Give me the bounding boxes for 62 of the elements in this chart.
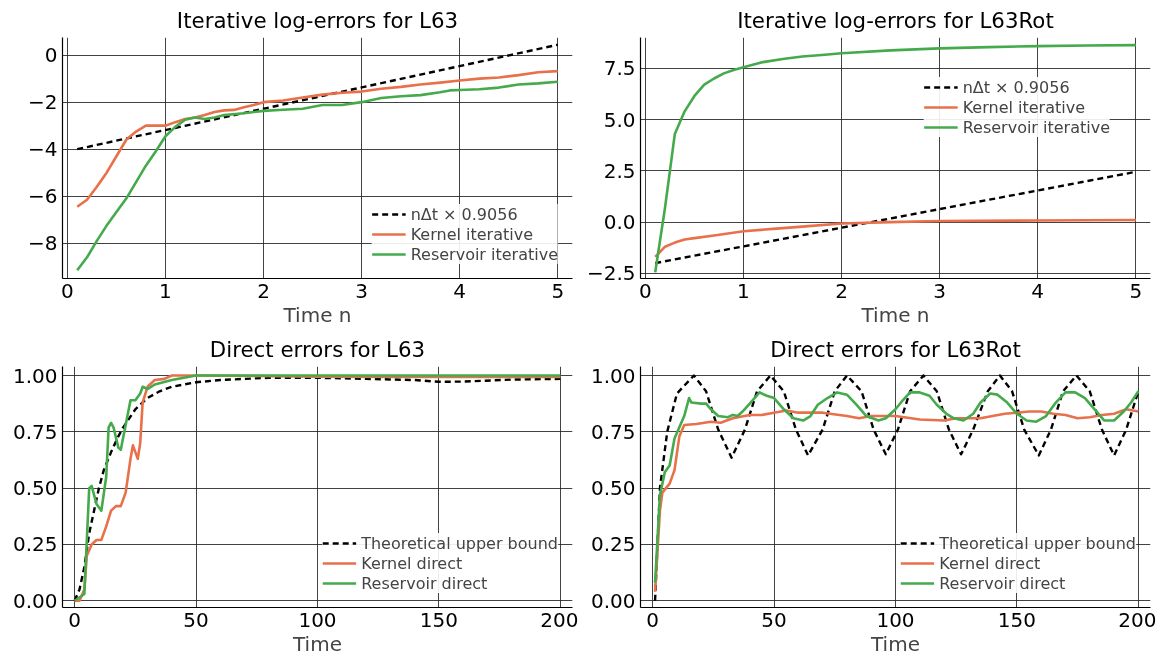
- x-axis-title: Time: [870, 631, 920, 656]
- y-tick-label: −2: [28, 90, 58, 115]
- x-tick-label: 3: [933, 278, 947, 303]
- x-tick-label: 0: [61, 278, 74, 303]
- legend-label: nΔt × 0.9056: [962, 77, 1070, 97]
- y-tick-label: 1.00: [590, 363, 636, 388]
- y-tick-label: 0.00: [12, 588, 58, 613]
- y-tick-label: 0.75: [590, 419, 636, 444]
- x-axis-title: Time n: [860, 302, 930, 327]
- chart-title: Direct errors for L63: [209, 336, 426, 362]
- chart-title: Direct errors for L63Rot: [770, 336, 1021, 362]
- x-tick-label: 5: [551, 278, 565, 303]
- legend-label: nΔt × 0.9056: [410, 204, 518, 224]
- legend-label: Kernel direct: [361, 553, 463, 573]
- y-tick-label: 5.0: [603, 107, 636, 132]
- legend-label: Reservoir iterative: [962, 117, 1110, 137]
- x-tick-label: 0: [68, 607, 82, 632]
- x-tick-label: 200: [1118, 607, 1157, 632]
- y-tick-label: 2.5: [603, 158, 636, 183]
- x-axis-title: Time n: [282, 302, 352, 327]
- x-tick-label: 2: [257, 278, 270, 303]
- legend-label: Kernel iterative: [962, 97, 1085, 117]
- legend-label: Reservoir direct: [939, 573, 1066, 593]
- y-tick-label: 0: [44, 43, 58, 68]
- x-tick-label: 5: [1129, 278, 1143, 303]
- x-tick-label: 100: [298, 607, 337, 632]
- legend-label: Reservoir iterative: [410, 244, 558, 264]
- y-tick-label: 0.0: [603, 210, 636, 235]
- chart-title: Iterative log-errors for L63Rot: [737, 7, 1054, 33]
- x-tick-label: 150: [419, 607, 459, 632]
- y-tick-label: 1.00: [12, 363, 58, 388]
- x-axis-title: Time: [292, 631, 342, 656]
- y-tick-label: 0.25: [12, 532, 58, 557]
- chart-title: Iterative log-errors for L63: [176, 7, 459, 33]
- y-tick-label: 0.50: [590, 476, 636, 501]
- y-tick-label: 0.50: [12, 476, 58, 501]
- legend-label: Reservoir direct: [361, 573, 488, 593]
- y-tick-label: 7.5: [603, 56, 636, 81]
- y-tick-label: 0.25: [590, 532, 636, 557]
- x-tick-label: 1: [159, 278, 172, 303]
- legend-label: Kernel direct: [939, 553, 1041, 573]
- y-tick-label: −2.5: [586, 261, 636, 286]
- y-tick-label: −6: [28, 184, 58, 209]
- y-tick-label: −4: [28, 137, 58, 162]
- x-tick-label: 4: [453, 278, 467, 303]
- legend-label: Theoretical upper bound: [361, 533, 558, 553]
- x-tick-label: 200: [540, 607, 579, 632]
- y-tick-label: 0.00: [590, 588, 636, 613]
- x-tick-label: 2: [835, 278, 848, 303]
- x-tick-label: 3: [355, 278, 369, 303]
- x-tick-label: 0: [639, 278, 652, 303]
- y-tick-label: 0.75: [12, 419, 58, 444]
- legend-label: Theoretical upper bound: [939, 533, 1136, 553]
- legend-label: Kernel iterative: [410, 224, 533, 244]
- x-tick-label: 4: [1031, 278, 1045, 303]
- x-tick-label: 0: [646, 607, 660, 632]
- x-tick-label: 50: [761, 607, 787, 632]
- y-tick-label: −8: [28, 231, 58, 256]
- x-tick-label: 50: [183, 607, 209, 632]
- x-tick-label: 150: [997, 607, 1037, 632]
- x-tick-label: 1: [737, 278, 750, 303]
- x-tick-label: 100: [876, 607, 915, 632]
